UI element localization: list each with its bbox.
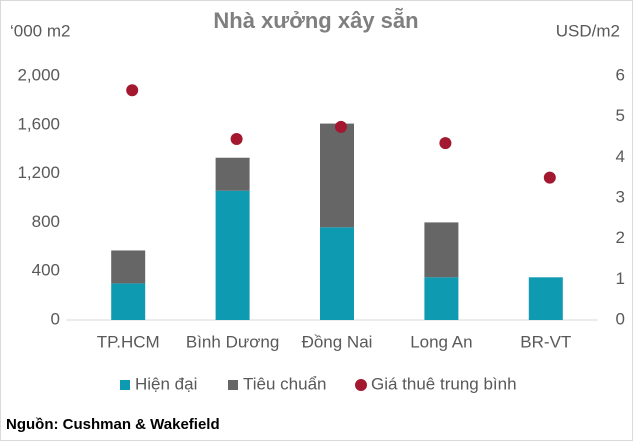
y-tick-label: 400 xyxy=(32,261,60,280)
legend-label: Tiêu chuẩn xyxy=(243,374,326,393)
bar-segment xyxy=(528,277,563,320)
bar-segment xyxy=(215,157,250,191)
y-tick-label: 1,200 xyxy=(17,163,60,182)
y2-tick-label: 6 xyxy=(616,65,625,84)
x-tick-label: Long An xyxy=(410,332,472,351)
legend-swatch xyxy=(120,380,130,390)
y2-tick-label: 4 xyxy=(616,147,625,166)
bar-segment xyxy=(111,250,146,284)
bar-segment xyxy=(424,277,459,320)
bar-segment xyxy=(320,123,354,228)
y-tick-label: 800 xyxy=(32,212,60,231)
x-tick-label: TP.HCM xyxy=(97,332,160,351)
legend-label: Giá thuê trung bình xyxy=(371,374,517,393)
price-dot xyxy=(126,84,139,97)
source: Nguồn: Cushman & Wakefield xyxy=(6,416,220,433)
bar-segment xyxy=(424,222,459,278)
bar-segment xyxy=(320,227,354,320)
x-tick-label: Bình Dương xyxy=(186,332,279,351)
y-tick-label: 1,600 xyxy=(17,114,60,133)
y-tick-label: 0 xyxy=(51,309,60,328)
legend-swatch xyxy=(355,379,367,391)
price-dot xyxy=(543,171,556,184)
y2-tick-label: 3 xyxy=(616,187,625,206)
y2-tick-label: 1 xyxy=(616,269,625,288)
bar-segment xyxy=(111,283,146,320)
price-dot xyxy=(335,120,347,133)
legend-label: Hiện đại xyxy=(135,374,197,393)
price-dot xyxy=(230,133,243,146)
y2-tick-label: 5 xyxy=(616,106,625,125)
y2-axis-label: USD/m2 xyxy=(556,21,620,40)
y-tick-label: 2,000 xyxy=(17,65,60,84)
bar-segment xyxy=(215,190,250,320)
y2-tick-label: 2 xyxy=(616,228,625,247)
x-tick-label: Đồng Nai xyxy=(302,332,373,351)
chart-title: Nhà xưởng xây sẵn xyxy=(213,8,418,33)
y-axis-label: ‘000 m2 xyxy=(10,21,70,40)
y2-tick-label: 0 xyxy=(616,309,625,328)
price-dot xyxy=(439,137,452,150)
legend-swatch xyxy=(228,380,238,390)
x-tick-label: BR-VT xyxy=(520,332,571,351)
